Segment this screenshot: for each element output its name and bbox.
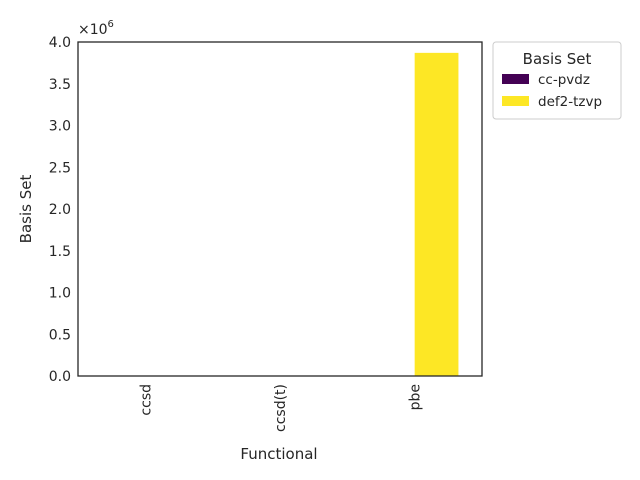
x-axis-ticks: ccsd ccsd(t) pbe xyxy=(138,384,423,432)
y-tick-label: 3.0 xyxy=(49,119,71,135)
legend-label-cc-pvdz: cc-pvdz xyxy=(538,72,590,88)
x-tick-label-ccsd(t): ccsd(t) xyxy=(273,384,289,432)
y-tick-label: 4.0 xyxy=(49,35,71,51)
legend-label-def2-tzvp: def2-tzvp xyxy=(538,94,602,110)
legend-swatch-def2-tzvp xyxy=(502,96,529,106)
y-axis-multiplier-exponent: 6 xyxy=(108,19,114,30)
y-tick-label: 0.0 xyxy=(49,369,71,385)
legend-entries: cc-pvdz def2-tzvp xyxy=(502,72,602,110)
y-tick-label: 3.5 xyxy=(49,77,71,93)
y-tick-label: 0.5 xyxy=(49,327,71,343)
legend: Basis Set cc-pvdz def2-tzvp xyxy=(492,41,622,120)
x-axis-label: Functional xyxy=(240,445,317,463)
y-tick-label: 2.0 xyxy=(49,202,71,218)
y-tick-label: 1.0 xyxy=(49,286,71,302)
plot-frame xyxy=(77,41,483,377)
legend-title: Basis Set xyxy=(523,50,592,68)
bars-layer xyxy=(414,52,459,376)
y-axis-ticks: 0.0 0.5 1.0 1.5 2.0 2.5 3.0 3.5 4.0 xyxy=(49,35,71,385)
x-tick-label-ccsd: ccsd xyxy=(138,384,154,416)
y-tick-label: 2.5 xyxy=(49,160,71,176)
y-axis-label: Basis Set xyxy=(17,175,35,244)
y-axis-multiplier-base: ×10 xyxy=(78,22,108,38)
y-axis-multiplier: ×106 xyxy=(78,19,114,38)
bar-def2-tzvp-pbe xyxy=(414,52,459,376)
legend-swatch-cc-pvdz xyxy=(502,74,529,84)
x-tick-label-pbe: pbe xyxy=(408,384,424,410)
y-tick-label: 1.5 xyxy=(49,244,71,260)
